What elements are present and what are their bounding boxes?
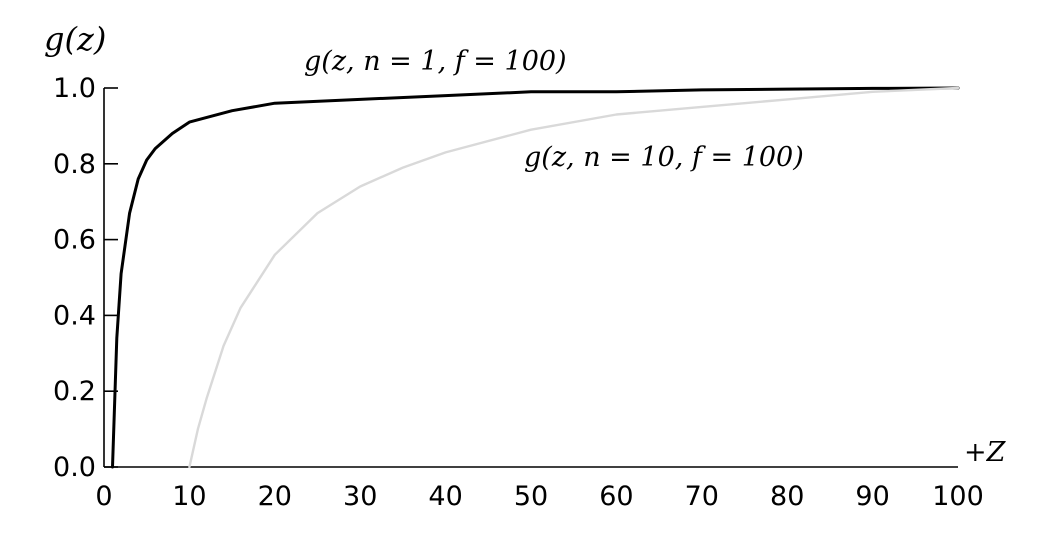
y-tick-label: 1.0 [53, 73, 96, 104]
x-tick-label: 30 [343, 481, 377, 512]
series-label-n10: g(z, n = 10, f = 100) [524, 142, 804, 173]
x-tick-label: 60 [599, 481, 633, 512]
x-tick-label: 20 [258, 481, 292, 512]
x-tick-label: 100 [932, 481, 984, 512]
x-tick-label: 40 [428, 481, 462, 512]
x-ticks: 0 10 20 30 40 50 60 70 80 90 100 [95, 481, 983, 512]
x-axis-label: +Z [964, 437, 1007, 468]
series-line-n10 [188, 86, 960, 469]
x-tick-label: 80 [770, 481, 804, 512]
y-tick-label: 0.4 [53, 300, 96, 331]
y-axis-label: g(z) [44, 20, 106, 58]
series-lines [111, 86, 960, 469]
series-line-n1 [111, 86, 960, 469]
axes [103, 88, 958, 468]
y-tick-label: 0.0 [53, 452, 96, 483]
x-tick-label: 50 [514, 481, 548, 512]
x-tick-label: 0 [95, 481, 112, 512]
y-tick-label: 0.8 [53, 149, 96, 180]
y-tick-label: 0.6 [53, 225, 96, 256]
x-tick-label: 70 [685, 481, 719, 512]
y-tick-label: 0.2 [53, 376, 96, 407]
y-ticks: 0.0 0.2 0.4 0.6 0.8 1.0 [53, 73, 118, 483]
series-label-n1: g(z, n = 1, f = 100) [304, 46, 567, 77]
x-tick-label: 10 [172, 481, 206, 512]
x-tick-label: 90 [855, 481, 889, 512]
